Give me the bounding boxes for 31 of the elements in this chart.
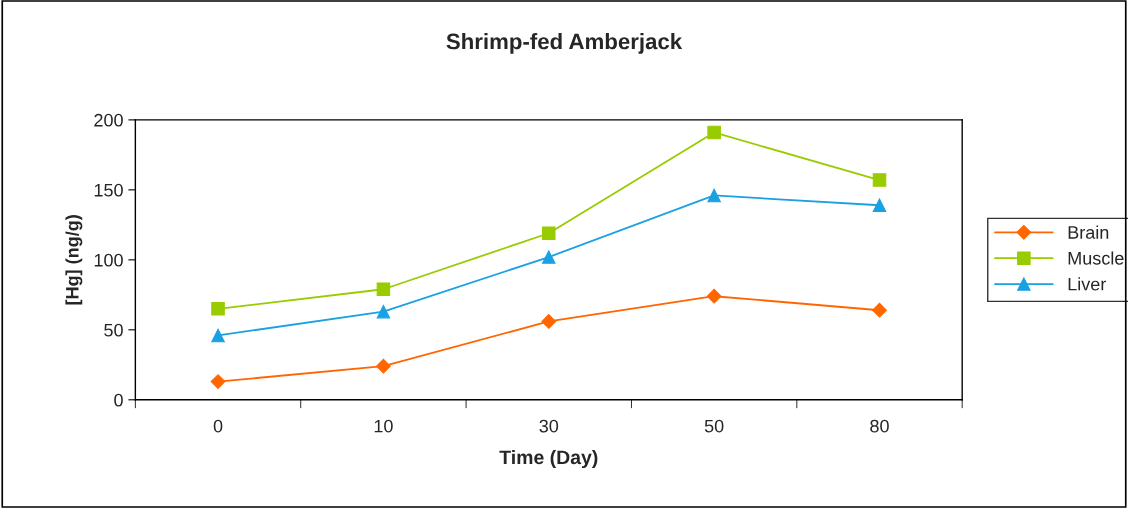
point bbox=[541, 314, 557, 329]
x-tick-label: 30 bbox=[539, 419, 559, 433]
legend-label: Muscle bbox=[1068, 251, 1124, 265]
point bbox=[211, 302, 225, 316]
x-tick-label: 0 bbox=[213, 419, 223, 433]
point bbox=[376, 358, 391, 374]
x-tick-label: 80 bbox=[870, 419, 889, 433]
point bbox=[211, 328, 225, 343]
x-tick-label: 50 bbox=[704, 419, 724, 433]
legend-label: Liver bbox=[1068, 277, 1107, 291]
point bbox=[707, 188, 721, 203]
point bbox=[376, 282, 391, 296]
y-tick-label: 0 bbox=[114, 393, 123, 407]
x-tick-label: 10 bbox=[374, 419, 393, 433]
legend-label: Brain bbox=[1068, 225, 1109, 239]
point bbox=[376, 304, 391, 319]
y-tick-label: 200 bbox=[94, 113, 123, 127]
point bbox=[706, 288, 722, 304]
chart-title: Shrimp-fed Amberjack bbox=[446, 33, 683, 54]
y-tick-label: 150 bbox=[94, 183, 123, 197]
point bbox=[872, 173, 887, 187]
y-axis-title: [Hg] (ng/g) bbox=[65, 215, 83, 305]
y-tick-label: 100 bbox=[94, 253, 123, 267]
y-tick-label: 50 bbox=[104, 323, 123, 337]
point bbox=[542, 250, 556, 264]
point bbox=[707, 125, 721, 140]
x-axis-title: Time (Day) bbox=[499, 449, 598, 469]
point bbox=[872, 198, 887, 213]
point bbox=[542, 226, 556, 241]
point bbox=[872, 302, 887, 318]
point bbox=[210, 374, 226, 389]
